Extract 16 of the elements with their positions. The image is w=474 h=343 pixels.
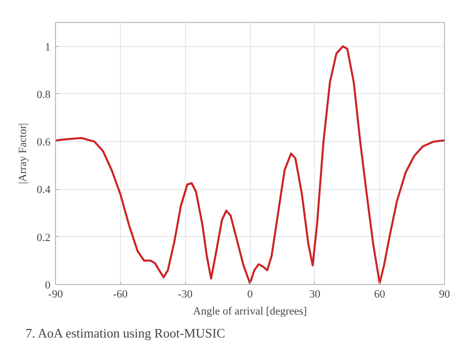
y-axis-title: |Array Factor| xyxy=(16,123,29,184)
x-tick-label: 30 xyxy=(309,288,321,300)
x-tick-label: 0 xyxy=(247,288,254,300)
x-tick-label: -30 xyxy=(178,288,193,300)
x-tick-label: 60 xyxy=(374,288,386,300)
y-tick-label: 0 xyxy=(45,280,51,292)
x-tick-label: -90 xyxy=(48,288,64,300)
text: 7. AoA estimation using Root-MUSIC xyxy=(26,326,226,340)
x-tick-label: 90 xyxy=(439,288,450,300)
x-tick-label: -60 xyxy=(113,288,128,300)
y-tick-label: 0.4 xyxy=(36,184,51,196)
y-tick-label: 0.2 xyxy=(36,232,50,244)
y-tick-label: 0.6 xyxy=(36,136,51,149)
y-tick-label: 1 xyxy=(45,41,50,54)
x-axis-title: Angle of arrival [degrees] xyxy=(193,306,307,318)
y-tick-label: 0.8 xyxy=(36,88,51,101)
